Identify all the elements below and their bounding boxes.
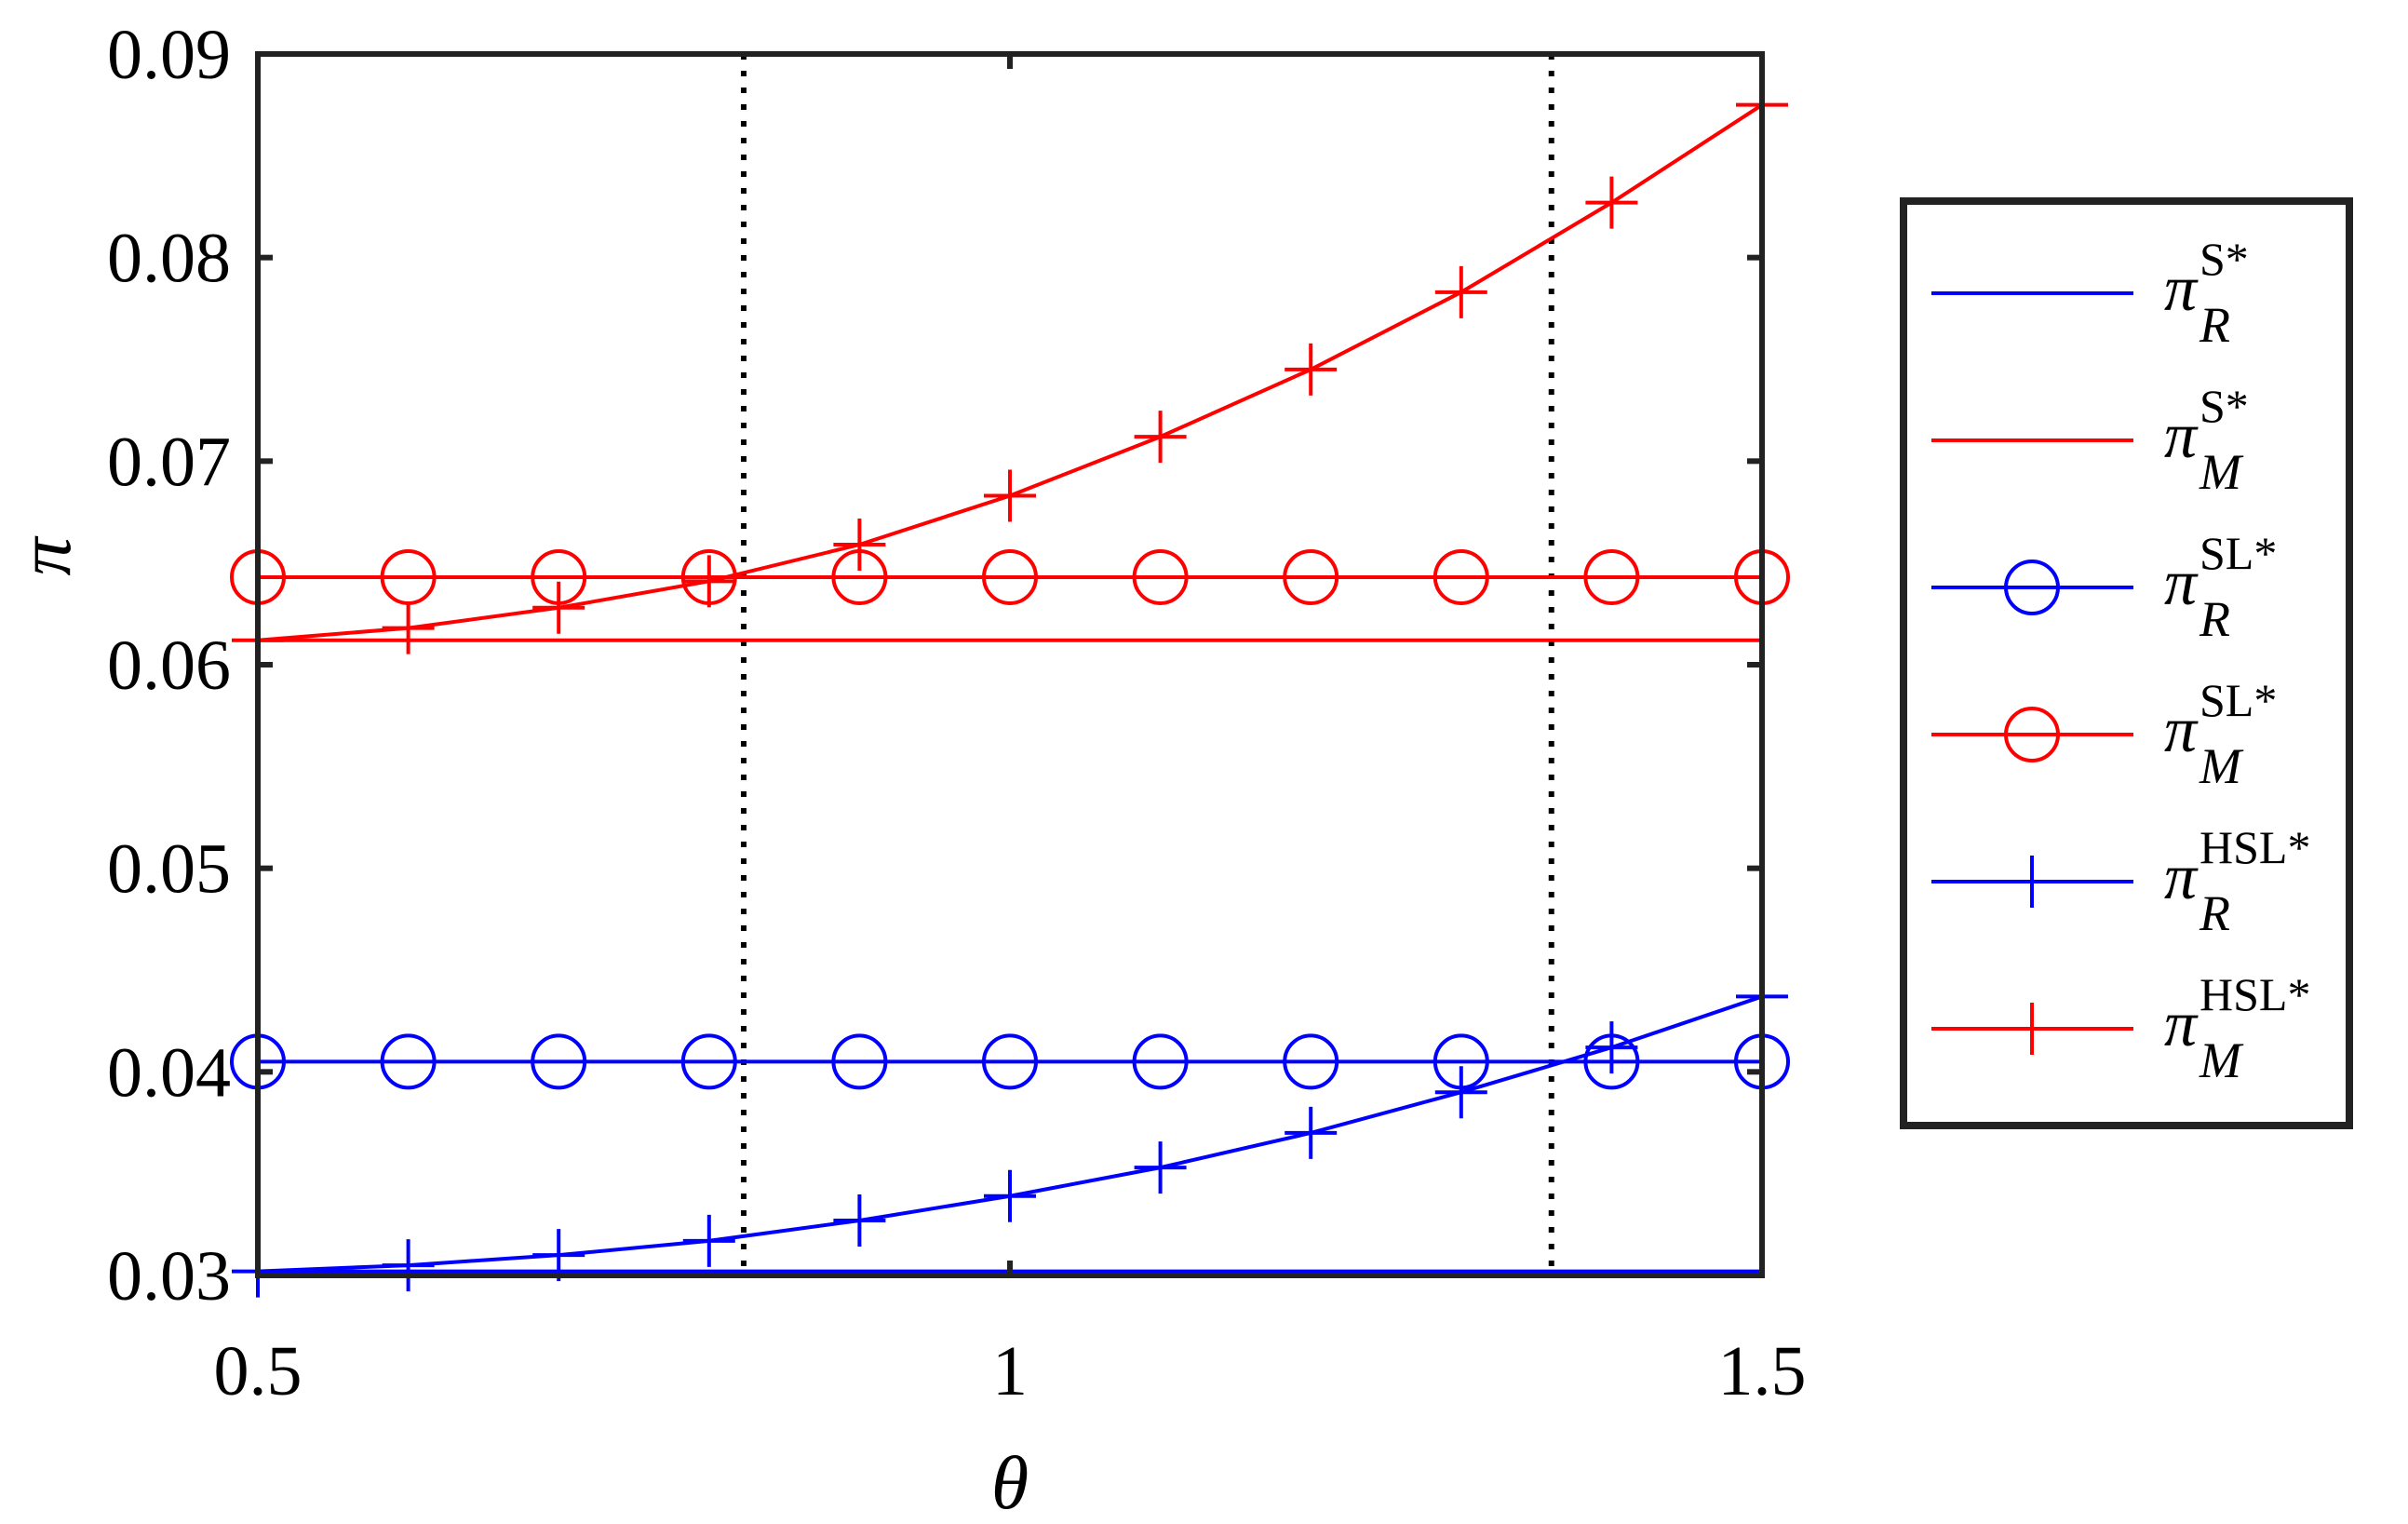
series-5 xyxy=(232,970,1788,1298)
legend-symbol-6: π xyxy=(2164,989,2199,1060)
legend-symbol-5: π xyxy=(2164,842,2199,913)
legend-symbol-3: π xyxy=(2164,547,2199,619)
legend-entry-2: π S* M xyxy=(1931,380,2249,500)
series-4-point-10 xyxy=(1583,548,1640,605)
series-6-point-5 xyxy=(833,518,886,571)
legend-marker-6 xyxy=(2006,1003,2058,1055)
y-tick-label-1: 0.03 xyxy=(107,1237,231,1315)
legend-superscript-3: SL* xyxy=(2199,527,2277,579)
series-3-point-4 xyxy=(680,1033,737,1090)
plot-area xyxy=(230,54,1790,1298)
series-3-point-5 xyxy=(831,1033,888,1090)
legend-marker-3 xyxy=(2004,560,2060,615)
legend-subscript-5: R xyxy=(2199,885,2230,941)
series-6 xyxy=(232,78,1788,667)
legend-entry-3: π SL* R xyxy=(1931,527,2277,647)
series-3-point-7 xyxy=(1132,1033,1189,1090)
series-3 xyxy=(230,1033,1790,1090)
legend-entry-1: π S* R xyxy=(1931,233,2249,353)
series-6-point-8 xyxy=(1285,343,1338,396)
series-5-point-5 xyxy=(833,1194,886,1247)
legend-subscript-2: M xyxy=(2199,444,2244,500)
series-5-point-3 xyxy=(532,1229,585,1282)
series-6-point-4 xyxy=(682,555,735,608)
legend-entry-4: π SL* M xyxy=(1931,674,2277,794)
series-5-point-7 xyxy=(1134,1141,1187,1194)
legend-marker-5 xyxy=(2006,856,2058,908)
series-5-point-10 xyxy=(1585,1021,1638,1074)
legend-symbol-2: π xyxy=(2164,400,2199,472)
legend: π S*Rπ S*Mπ SL*Rπ SL*Mπ HSL*Rπ HSL*M xyxy=(1900,197,2353,1129)
series-3-point-3 xyxy=(531,1033,587,1090)
series-6-point-10 xyxy=(1585,176,1638,229)
legend-subscript-1: R xyxy=(2199,297,2230,353)
legend-subscript-3: R xyxy=(2199,591,2230,647)
series-3-point-2 xyxy=(380,1033,437,1090)
series-6-point-2 xyxy=(382,601,435,654)
series-4-point-6 xyxy=(982,548,1038,605)
y-tick-label-4: 0.06 xyxy=(107,627,231,705)
legend-superscript-1: S* xyxy=(2199,233,2249,285)
series-6-point-7 xyxy=(1134,411,1187,464)
series-4-point-7 xyxy=(1132,548,1189,605)
legend-entry-5: π HSL* R xyxy=(1931,821,2310,941)
legend-marker-4 xyxy=(2004,707,2060,762)
legend-entry-6: π HSL* M xyxy=(1931,968,2310,1088)
series-3-point-8 xyxy=(1283,1033,1339,1090)
series-5-point-8 xyxy=(1285,1106,1338,1159)
x-tick-label-1: 0.5 xyxy=(214,1332,303,1410)
legend-superscript-5: HSL* xyxy=(2199,821,2310,873)
legend-subscript-6: M xyxy=(2199,1032,2244,1088)
x-axis-label: θ xyxy=(991,1440,1029,1524)
legend-symbol-1: π xyxy=(2164,253,2199,325)
y-axis-label: π xyxy=(2,536,87,576)
series-4-point-8 xyxy=(1283,548,1339,605)
legend-symbol-4: π xyxy=(2164,695,2199,766)
legend-superscript-4: SL* xyxy=(2199,674,2277,726)
series-5-point-6 xyxy=(984,1169,1036,1222)
legend-superscript-2: S* xyxy=(2199,380,2249,432)
y-tick-label-2: 0.04 xyxy=(107,1033,231,1112)
x-tick-label-2: 1 xyxy=(992,1332,1028,1410)
y-tick-label-6: 0.08 xyxy=(107,220,231,298)
series-6-point-6 xyxy=(984,469,1036,522)
legend-superscript-6: HSL* xyxy=(2199,968,2310,1020)
series-5-point-4 xyxy=(682,1214,735,1267)
axes: 0.5 1 1.5 0.03 0.04 0.05 0.06 0.07 0.08 0.09 xyxy=(107,16,1807,1410)
y-tick-label-3: 0.05 xyxy=(107,830,231,909)
series-5-point-9 xyxy=(1434,1066,1487,1119)
series-6-point-9 xyxy=(1434,265,1487,318)
x-tick-label-3: 1.5 xyxy=(1718,1332,1807,1410)
legend-subscript-4: M xyxy=(2199,738,2244,794)
series-3-point-6 xyxy=(982,1033,1038,1090)
series-4-point-9 xyxy=(1433,548,1489,605)
legend-box xyxy=(1900,197,2353,1129)
y-tick-label-5: 0.07 xyxy=(107,423,231,501)
y-tick-label-7: 0.09 xyxy=(107,16,231,94)
series-5-point-2 xyxy=(382,1239,435,1292)
series-6-point-3 xyxy=(532,581,585,634)
